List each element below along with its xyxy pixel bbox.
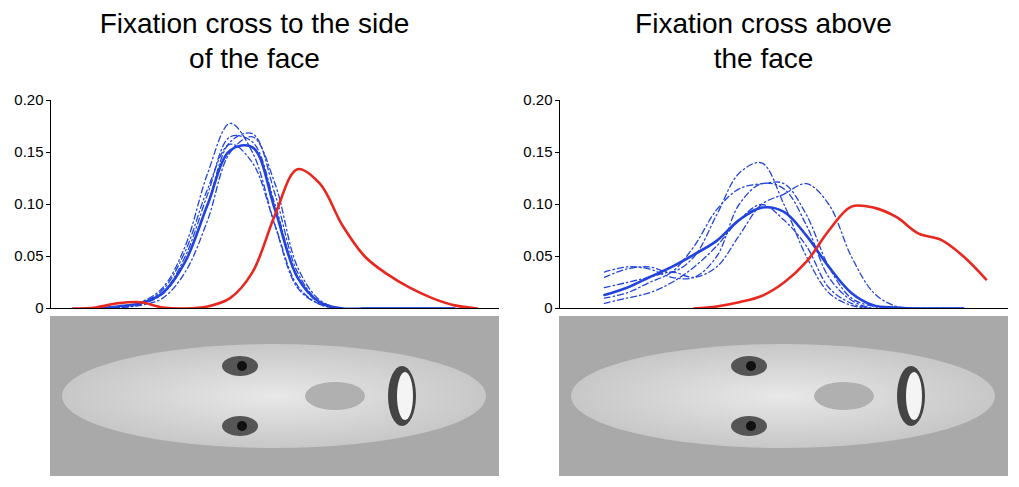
svg-text:0.10: 0.10 [523, 195, 552, 212]
html-text:Fixation cross above the face: Fixation cross above the face [635, 8, 892, 74]
svg-text:0.10: 0.10 [14, 195, 43, 212]
svg-text:0.05: 0.05 [14, 247, 43, 264]
svg-text:0.20: 0.20 [14, 91, 43, 108]
svg-text:0: 0 [544, 299, 552, 316]
svg-text:0.20: 0.20 [523, 91, 552, 108]
svg-text:0: 0 [35, 299, 43, 316]
svg-text:0.15: 0.15 [14, 143, 43, 160]
svg-text:0.15: 0.15 [523, 143, 552, 160]
html-text:Fixation cross to the side of: Fixation cross to the side of the face [99, 8, 410, 74]
svg-text:0.05: 0.05 [523, 247, 552, 264]
